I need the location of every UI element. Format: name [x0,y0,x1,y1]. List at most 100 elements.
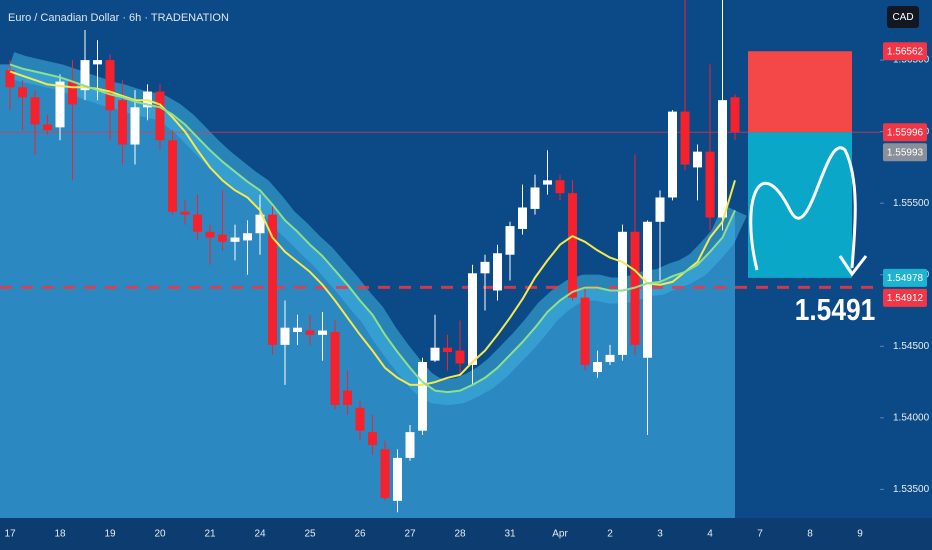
candle-body [205,231,215,238]
x-tick-label: 25 [304,529,316,540]
x-tick-label: 2 [607,529,613,540]
price-label: 1.54912 [887,293,924,304]
x-tick-label: 4 [707,529,713,540]
candle-body [118,100,127,145]
price-label: 1.55993 [887,147,924,158]
candle-body [5,70,15,88]
plot-area [0,0,880,518]
x-tick-label: 24 [254,529,266,540]
candle-body [730,97,740,133]
candle-body [330,331,340,405]
y-tick-label: 1.53500 [893,484,930,495]
x-tick-label: 18 [54,529,66,540]
candle-body [668,111,677,198]
candle-body [130,107,140,145]
candle-body [168,140,177,212]
x-tick-label: 8 [807,529,813,540]
x-tick-label: 20 [154,529,166,540]
candle-body [43,124,52,131]
candle-body [655,197,665,222]
candle-body [705,151,715,218]
target-annotation: 1.5491 [795,293,876,327]
candle-body [605,354,615,363]
x-tick-label: 28 [454,529,466,540]
y-tick-label: 1.54500 [893,341,930,352]
candle-body [93,60,102,65]
candle-body [580,297,590,365]
x-tick-label: 17 [4,529,16,540]
candle-body [243,233,252,241]
price-label-box [883,288,927,307]
x-tick-label: 27 [404,529,416,540]
candle-body [355,407,365,431]
candle-body [380,449,390,498]
x-tick-label: Apr [552,529,568,540]
time-axis [0,518,932,550]
candle-body [455,350,465,364]
y-tick-label: 1.54000 [893,412,930,423]
candle-body [593,362,602,373]
candle-body [343,390,352,405]
price-label: 1.54978 [887,273,924,284]
x-tick-label: 31 [504,529,516,540]
arrow-curve [749,146,857,271]
candle-body [68,81,77,105]
chart-title: Euro / Canadian Dollar · 6h · TRADENATIO… [8,12,229,24]
candle-body [230,237,240,242]
target-zone [748,132,852,278]
price-label: 1.56562 [887,46,924,57]
price-label-box [883,268,927,287]
candle-body [468,273,477,365]
candle-body [318,330,327,335]
y-tick-label: 1.55500 [893,198,930,209]
candle-body [718,100,727,218]
price-label-box [883,143,927,162]
candle-body [218,234,227,242]
x-tick-label: 3 [657,529,663,540]
candle-body [80,60,90,91]
x-tick-label: 19 [104,529,116,540]
arrow-head [838,255,868,277]
candle-body [293,327,302,332]
candle-body [405,432,415,458]
candle-body [255,214,265,234]
candle-body [568,193,577,298]
candle-body [543,180,552,185]
candle-body [155,91,165,141]
candle-body [555,180,565,194]
candle-body [505,226,515,255]
candle-body [268,214,277,345]
candle-body [30,97,40,125]
y-tick-label: 1.56500 [893,55,930,66]
candle-body [643,221,652,358]
candle-body [180,211,190,215]
candle-body [693,151,702,168]
currency-label[interactable]: CAD [892,12,913,23]
candle-body [480,261,490,274]
candle-body [680,111,690,165]
x-tick-label: 9 [857,529,863,540]
candle-body [618,231,627,355]
stop-zone [748,51,852,133]
candle-body [105,60,115,111]
candle-body [280,327,290,345]
candle-body [418,362,427,431]
candle-body [305,330,315,335]
x-tick-label: 26 [354,529,366,540]
x-tick-label: 7 [757,529,763,540]
candle-body [55,81,65,128]
candle-body [393,457,402,501]
moving-average [9,63,736,394]
candle-body [193,214,202,232]
price-label: 1.55996 [887,127,924,138]
candle-body [518,207,527,229]
price-label-box [883,42,927,61]
candle-body [368,432,377,446]
trend-area [0,64,735,518]
price-label-box [883,123,927,142]
overlay: Euro / Canadian Dollar · 6h · TRADENATIO… [4,6,927,540]
candle-body [18,87,27,98]
currency-button[interactable] [887,6,919,28]
candle-body [530,187,540,209]
